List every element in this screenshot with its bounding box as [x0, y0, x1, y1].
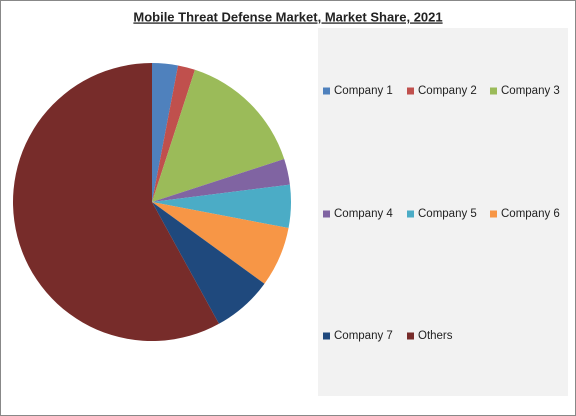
pie-slice	[152, 202, 289, 284]
legend-swatch	[323, 332, 330, 340]
legend-label: Company 1	[334, 85, 393, 97]
pie-slice	[152, 65, 195, 203]
pie-slice	[152, 69, 285, 202]
legend-label: Company 5	[418, 208, 477, 220]
legend-swatch	[323, 210, 330, 218]
pie-slice	[152, 159, 290, 202]
legend-label: Company 2	[418, 85, 477, 97]
legend-swatch	[490, 87, 497, 95]
legend-label: Company 4	[334, 208, 393, 220]
pie-slice	[152, 63, 179, 202]
legend-area	[318, 28, 568, 396]
legend-swatch	[407, 87, 414, 95]
chart-title: Mobile Threat Defense Market, Market Sha…	[133, 9, 442, 24]
legend-label: Others	[418, 330, 453, 342]
legend-swatch	[490, 210, 497, 218]
legend-label: Company 6	[501, 208, 560, 220]
legend-swatch	[323, 87, 330, 95]
legend-swatch	[407, 210, 414, 218]
pie-slice	[152, 202, 265, 324]
legend-label: Company 3	[501, 85, 560, 97]
pie-slice	[13, 63, 219, 341]
legend-label: Company 7	[334, 330, 393, 342]
pie-slice	[152, 184, 291, 229]
legend-swatch	[407, 332, 414, 340]
